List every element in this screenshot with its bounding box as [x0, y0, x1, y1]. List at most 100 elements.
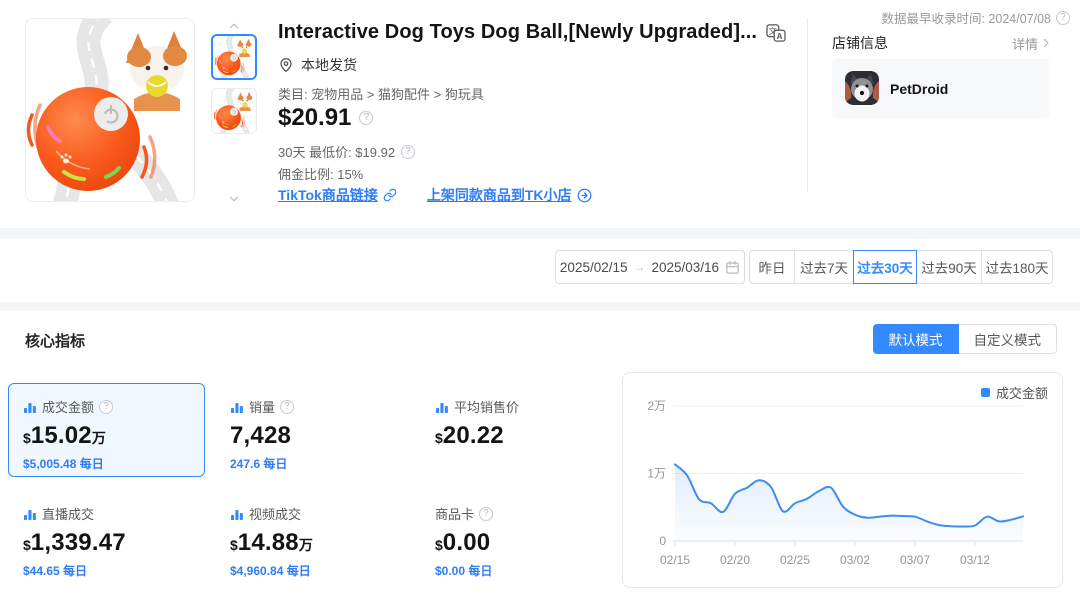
svg-text:A: A	[777, 31, 783, 40]
section-divider	[0, 302, 1080, 311]
help-icon[interactable]: ?	[479, 506, 494, 521]
product-price: $20.91	[278, 104, 352, 131]
shop-section-title: 店铺信息	[832, 35, 888, 51]
product-thumbnail[interactable]	[211, 88, 257, 134]
product-thumbnail-selected[interactable]	[211, 34, 257, 80]
metric-currency: $	[23, 430, 31, 446]
metric-currency: $	[435, 430, 443, 446]
svg-text:03/02: 03/02	[840, 553, 870, 567]
date-arrow: →	[633, 260, 646, 274]
bar-chart-icon	[24, 509, 36, 520]
section-divider	[0, 228, 1080, 239]
preset-past-180-days[interactable]: 过去180天	[981, 250, 1053, 284]
metric-daily-average: $4,960.84 每日	[230, 564, 311, 579]
metric-value: 7,428	[230, 422, 292, 449]
preset-past-30-days[interactable]: 过去30天	[853, 250, 917, 284]
metric-daily-average: 247.6 每日	[230, 457, 288, 472]
legend-swatch	[980, 388, 990, 397]
preset-past-7-days[interactable]: 过去7天	[794, 250, 854, 284]
svg-text:2万: 2万	[647, 399, 666, 413]
shop-details-link[interactable]: 详情	[1012, 34, 1052, 53]
help-icon[interactable]: ?	[359, 111, 374, 125]
product-title: Interactive Dog Toys Dog Ball,[Newly Upg…	[278, 21, 758, 43]
shop-avatar	[845, 71, 879, 105]
list-to-tk-shop-link[interactable]: 上架同款商品到TK小店	[427, 185, 592, 205]
metric-card-live-gmv[interactable]: 直播成交 $1,339.47 $44.65 每日	[8, 490, 205, 584]
metric-unit: 万	[91, 430, 106, 446]
lowest-price-label: 30天 最低价: $19.92	[278, 145, 396, 160]
location-pin-icon	[280, 58, 292, 73]
metric-card-product-card[interactable]: 商品卡 ? $0.00 $0.00 每日	[420, 490, 617, 584]
metric-value: 0.00	[442, 529, 491, 556]
tiktok-product-link[interactable]: TikTok商品链接	[278, 185, 397, 205]
chevron-up-icon[interactable]	[218, 18, 250, 34]
legend-item-gmv[interactable]: 成交金额	[980, 383, 1048, 402]
metric-daily-average	[435, 455, 602, 469]
gmv-trend-chart-card: 成交金额 2万 1万 0 02/15 02/20 02/25 03/02 03/07 03/12	[622, 372, 1063, 588]
arrow-right-circle-icon	[577, 188, 591, 202]
shipping-label: 本地发货	[301, 57, 357, 73]
help-icon[interactable]: ?	[280, 399, 295, 414]
link-icon	[383, 188, 397, 202]
metric-label: 平均销售价	[454, 400, 520, 415]
metric-card-sales-volume[interactable]: 销量 ? 7,428 247.6 每日	[215, 383, 412, 477]
metric-currency: $	[23, 537, 31, 553]
date-end: 2025/03/16	[651, 259, 720, 275]
metric-label: 商品卡	[435, 507, 475, 522]
chevron-right-icon	[1043, 38, 1049, 48]
svg-text:02/25: 02/25	[780, 553, 810, 567]
chevron-down-icon[interactable]	[218, 191, 250, 207]
metric-daily-average: $44.65 每日	[23, 564, 88, 579]
svg-text:03/12: 03/12	[960, 553, 990, 567]
translate-icon[interactable]: 文 A	[766, 23, 786, 42]
bar-chart-icon	[436, 402, 448, 413]
bar-chart-icon	[231, 509, 243, 520]
svg-text:文: 文	[769, 25, 777, 35]
mode-toggle: 默认模式 自定义模式	[872, 324, 1057, 354]
bar-chart-icon	[231, 402, 243, 413]
metric-label: 销量	[249, 400, 276, 415]
bar-chart-icon	[24, 402, 36, 413]
metric-unit: 万	[298, 537, 313, 553]
metric-value: 20.22	[442, 422, 504, 449]
category-breadcrumb: 类目: 宠物用品 > 猫狗配件 > 狗玩具	[278, 87, 484, 102]
metric-value: 1,339.47	[30, 529, 126, 556]
help-icon[interactable]: ?	[401, 144, 416, 159]
svg-text:02/15: 02/15	[660, 553, 690, 567]
data-recorded-label: 数据最早收录时间: 2024/07/08	[881, 12, 1051, 26]
metric-card-average-price[interactable]: 平均销售价 $20.22	[420, 383, 617, 477]
product-info: Interactive Dog Toys Dog Ball,[Newly Upg…	[278, 0, 798, 228]
calendar-icon	[726, 260, 739, 274]
help-icon[interactable]: ?	[1056, 10, 1070, 25]
shop-details-label: 详情	[1011, 36, 1038, 52]
date-preset-group: 昨日 过去7天 过去30天 过去90天 过去180天	[749, 250, 1053, 284]
metric-value: 14.88	[237, 529, 299, 556]
metric-label: 成交金额	[42, 400, 95, 415]
date-range-input[interactable]: 2025/02/15 → 2025/03/16	[555, 250, 745, 284]
vertical-divider	[807, 18, 808, 192]
svg-text:1万: 1万	[647, 467, 666, 481]
metric-label: 视频成交	[249, 507, 302, 522]
help-icon[interactable]: ?	[99, 399, 114, 414]
preset-yesterday[interactable]: 昨日	[749, 250, 795, 284]
metric-card-video-gmv[interactable]: 视频成交 $14.88 万 $4,960.84 每日	[215, 490, 412, 584]
legend-label: 成交金额	[995, 386, 1048, 401]
metric-currency: $	[435, 537, 443, 553]
metric-currency: $	[230, 537, 238, 553]
svg-text:02/20: 02/20	[720, 553, 750, 567]
preset-past-90-days[interactable]: 过去90天	[916, 250, 982, 284]
mode-custom-button[interactable]: 自定义模式	[958, 324, 1057, 354]
metric-card-gmv[interactable]: 成交金额 ? $15.02 万 $5,005.48 每日	[8, 383, 205, 477]
shop-name: PetDroid	[890, 80, 949, 97]
metric-daily-average: $0.00 每日	[435, 564, 493, 579]
thumbnail-strip	[209, 15, 261, 215]
core-metrics-title: 核心指标	[25, 333, 86, 350]
metric-label: 直播成交	[42, 507, 95, 522]
svg-text:0: 0	[659, 534, 666, 548]
metric-value: 15.02	[30, 422, 92, 449]
commission-label: 佣金比例: 15%	[278, 167, 364, 182]
list-to-tk-label: 上架同款商品到TK小店	[426, 187, 572, 203]
shop-card[interactable]: PetDroid	[832, 59, 1049, 118]
mode-default-button[interactable]: 默认模式	[872, 324, 959, 354]
tiktok-link-label: TikTok商品链接	[278, 187, 378, 203]
